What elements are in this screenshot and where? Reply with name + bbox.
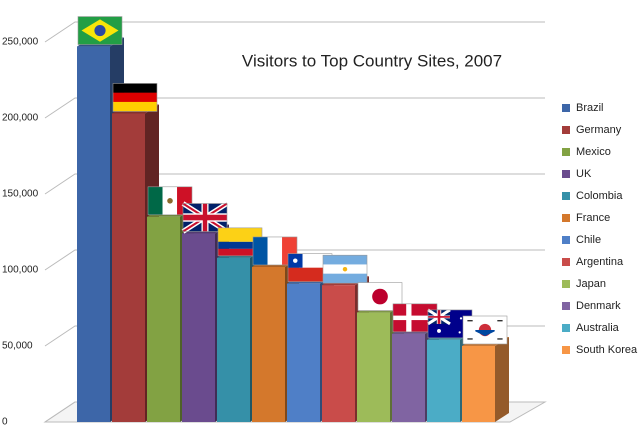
flag-part	[323, 273, 367, 284]
flag-part	[428, 316, 450, 318]
legend-swatch	[562, 236, 570, 244]
flag-border	[182, 203, 228, 232]
flag	[112, 83, 158, 112]
legend-swatch	[562, 214, 570, 222]
flag-part	[94, 24, 106, 37]
bar	[252, 266, 285, 422]
legend-label: France	[576, 212, 610, 224]
flag-part	[475, 330, 495, 337]
flag-border	[112, 83, 158, 112]
bar-side	[495, 337, 509, 422]
legend-swatch	[562, 104, 570, 112]
bar	[77, 46, 110, 423]
flag	[322, 254, 368, 284]
y-tick-label: 150,000	[2, 189, 39, 200]
flag-border	[147, 186, 193, 216]
flag-border	[252, 236, 298, 266]
bar	[392, 333, 425, 422]
legend-swatch	[562, 170, 570, 178]
legend-swatch	[562, 258, 570, 266]
flag-part	[113, 83, 157, 93]
legend-label: Australia	[576, 322, 620, 334]
legend-label: Brazil	[576, 102, 604, 114]
flag-border	[77, 16, 123, 45]
legend-swatch	[562, 148, 570, 156]
flag-part	[342, 266, 348, 272]
flag-part	[459, 317, 463, 320]
flag-part	[218, 241, 262, 249]
y-tick-label: 200,000	[2, 113, 39, 124]
flag-part	[148, 186, 163, 215]
flag-part	[218, 227, 262, 242]
flag-part	[218, 248, 262, 256]
legend-label: Mexico	[576, 146, 611, 158]
bar	[182, 233, 215, 422]
flag-part	[323, 255, 367, 265]
legend-swatch	[562, 346, 570, 354]
flag-part	[372, 288, 388, 305]
flag-part	[267, 236, 283, 265]
flag	[357, 282, 403, 311]
flag-part	[167, 198, 173, 204]
chart-title: Visitors to Top Country Sites, 2007	[242, 51, 502, 70]
y-tick-label: 100,000	[2, 265, 39, 276]
flag-border	[462, 315, 508, 345]
grid-line	[44, 173, 545, 195]
bar	[287, 283, 320, 422]
bar	[462, 346, 495, 422]
bar	[357, 312, 390, 422]
flag-part	[113, 92, 157, 103]
flag-part	[497, 338, 503, 340]
flag-part	[497, 320, 503, 322]
legend-label: Germany	[576, 124, 622, 136]
flag-part	[437, 328, 441, 333]
legend-swatch	[562, 192, 570, 200]
legend-swatch	[562, 324, 570, 332]
y-tick-label: 250,000	[2, 37, 39, 48]
flag-part	[393, 315, 437, 321]
grid-line	[44, 249, 545, 271]
y-tick-label: 0	[2, 417, 8, 427]
legend-label: Chile	[576, 234, 601, 246]
flag	[462, 315, 508, 345]
flag-part	[467, 320, 473, 322]
flag-part	[458, 331, 461, 334]
bar	[322, 285, 355, 422]
legend-swatch	[562, 280, 570, 288]
flag	[181, 201, 229, 234]
flag-border	[322, 254, 368, 284]
bar	[147, 216, 180, 422]
flag-part	[113, 101, 157, 112]
legend-swatch	[562, 126, 570, 134]
flag-border	[357, 282, 403, 311]
bar	[427, 339, 460, 422]
y-tick-label: 50,000	[2, 341, 33, 352]
legend-label: Argentina	[576, 256, 624, 268]
legend-label: Colombia	[576, 190, 623, 202]
grid-line	[44, 97, 545, 119]
flag-part	[288, 267, 332, 282]
legend-swatch	[562, 302, 570, 310]
flag-part	[183, 214, 227, 221]
flag-part	[467, 338, 473, 340]
flag	[77, 16, 123, 45]
legend-label: Japan	[576, 278, 606, 290]
bar	[217, 257, 250, 422]
legend-label: Denmark	[576, 300, 621, 312]
flag	[217, 227, 263, 257]
flag-part	[293, 258, 298, 263]
legend-label: UK	[576, 168, 592, 180]
bar	[112, 113, 145, 422]
flag-part	[253, 236, 268, 265]
grid-line	[44, 21, 545, 43]
legend-label: South Korea	[576, 344, 638, 356]
